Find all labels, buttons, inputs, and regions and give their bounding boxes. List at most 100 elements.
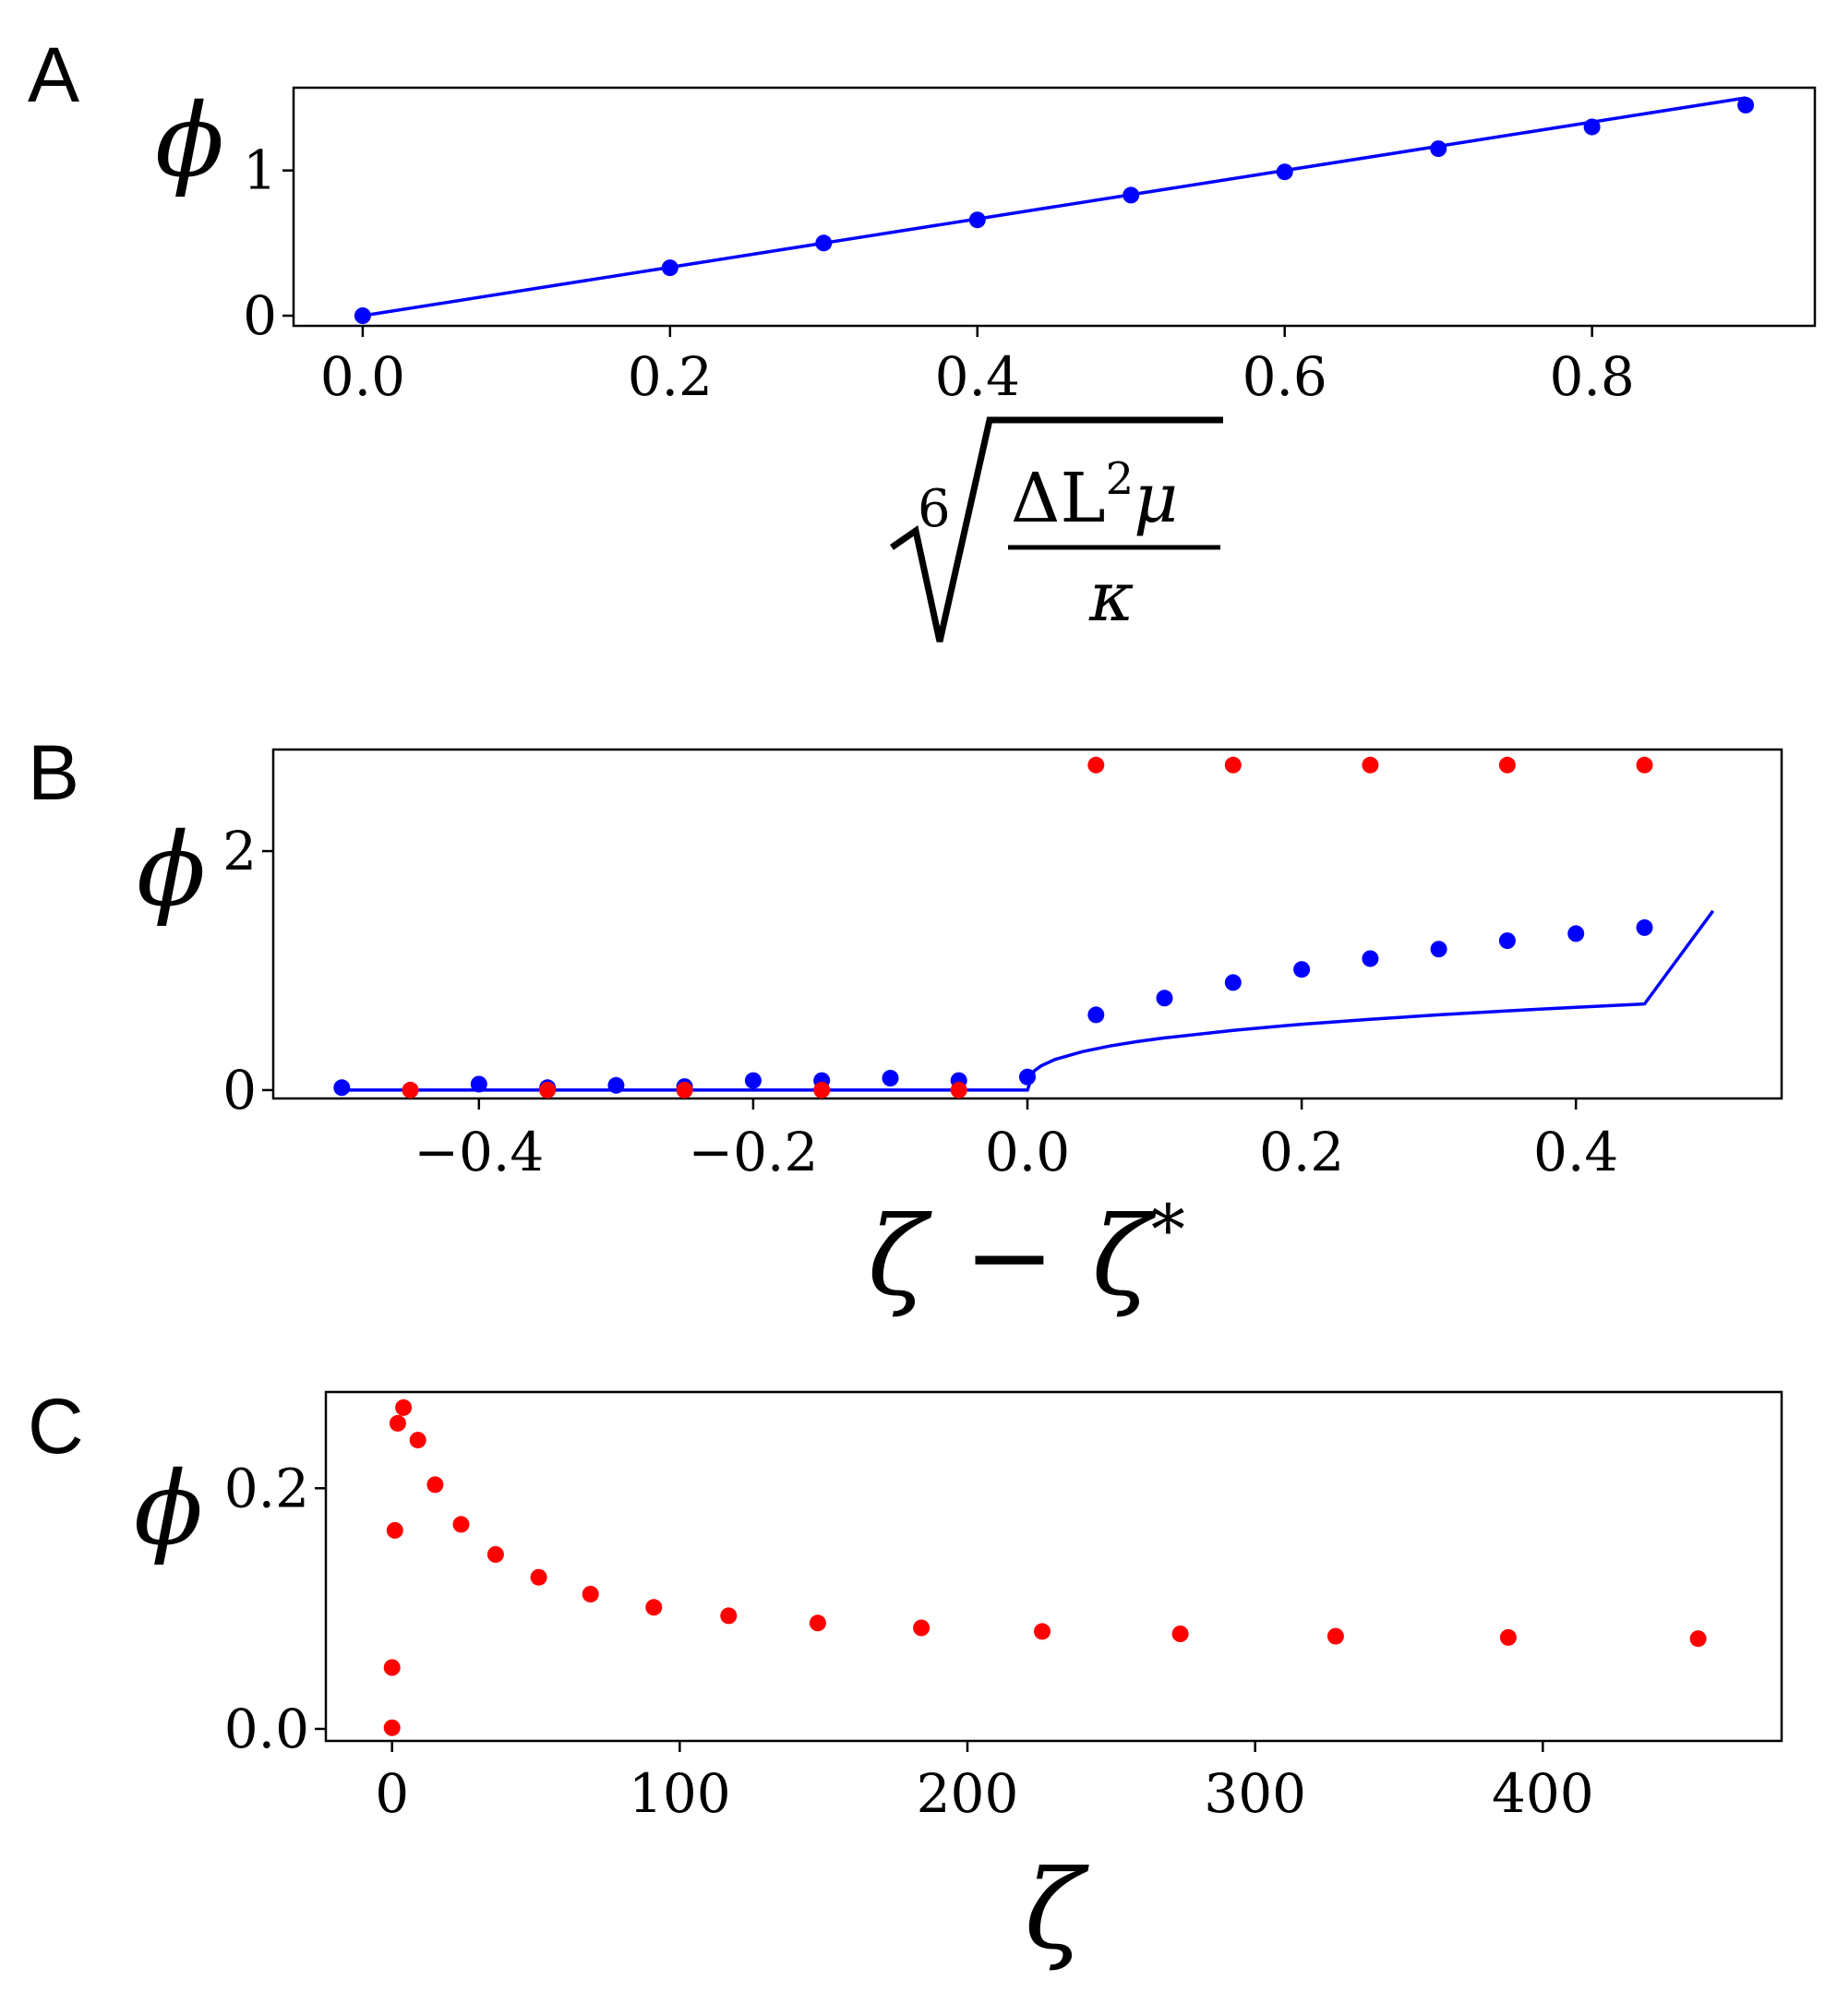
panel-c-data-point bbox=[582, 1586, 599, 1602]
panel-a-xlabel-denominator: κ bbox=[1088, 558, 1135, 637]
panel-b-data-point bbox=[1087, 756, 1105, 774]
panel-b-data-point bbox=[1362, 756, 1379, 774]
panel-b-xtick-label: 0.0 bbox=[985, 1121, 1070, 1183]
panel-b-ytick-label: 0 bbox=[222, 1059, 257, 1122]
panel-b-ticks: −0.4 −0.2 0.0 0.2 0.4 0 2 bbox=[222, 820, 1618, 1183]
panel-b-xlabel-op: − bbox=[964, 1193, 1055, 1320]
panel-b-data-point bbox=[744, 1072, 762, 1089]
panel-a-data-point bbox=[1276, 163, 1293, 181]
panel-a-data-point bbox=[1583, 118, 1601, 136]
panel-b-data-point bbox=[402, 1081, 419, 1098]
panel-b-data-point bbox=[1430, 941, 1447, 958]
panel-c-xlabel: ζ bbox=[1025, 1846, 1089, 1974]
panel-c-data-point bbox=[389, 1414, 406, 1432]
panel-b-data-point bbox=[1224, 756, 1242, 774]
panel-b-data-point bbox=[1156, 990, 1173, 1007]
panel-a-data-point bbox=[1123, 186, 1140, 204]
panel-a-ytick-label: 1 bbox=[243, 139, 277, 202]
panel-a-xtick-label: 0.4 bbox=[935, 345, 1020, 408]
panel-b-data-point bbox=[470, 1075, 487, 1093]
panel-letter-b: B bbox=[28, 729, 79, 816]
panel-b-data-point bbox=[1498, 932, 1516, 950]
panel-b-frame bbox=[271, 748, 1783, 1100]
panel-b-data-point bbox=[607, 1076, 625, 1094]
panel-c-data-point bbox=[913, 1619, 931, 1637]
panel-b-xlabel: ζ − ζ* bbox=[868, 1191, 1185, 1320]
panel-c-data-point bbox=[530, 1568, 547, 1586]
panel-b-data-point bbox=[813, 1081, 831, 1098]
panel-b-data-point bbox=[1636, 918, 1653, 936]
panel-b-ytick-label: 2 bbox=[222, 820, 257, 882]
panel-c-ytick-label: 0.0 bbox=[224, 1698, 309, 1760]
panel-b-xlabel-right: ζ bbox=[1092, 1193, 1157, 1320]
panel-a-series-line bbox=[362, 96, 1747, 318]
panel-b-data-point bbox=[1498, 756, 1516, 774]
panel-c: 0 100 200 300 400 0.0 0.2 ϕ ζ bbox=[134, 1390, 1783, 1974]
panel-b-data-point bbox=[882, 1070, 899, 1086]
panel-b-data-point bbox=[1019, 1068, 1036, 1086]
panel-b-data-point bbox=[539, 1081, 557, 1098]
panel-c-data-point bbox=[809, 1614, 826, 1632]
panel-a-xtick-label: 0.0 bbox=[320, 345, 405, 408]
panel-a-ticks: 0.0 0.2 0.4 0.6 0.8 0 1 bbox=[243, 139, 1635, 408]
panel-a-xlabel-numerator-sup: 2 bbox=[1106, 453, 1135, 505]
panel-b-data-point bbox=[950, 1081, 967, 1098]
panel-a-xlabel: 6 ΔL2μ κ bbox=[890, 416, 1223, 642]
panel-c-data-point bbox=[383, 1719, 401, 1736]
panel-c-xtick-label: 100 bbox=[629, 1762, 731, 1825]
panel-a-data-point bbox=[815, 234, 833, 252]
panel-b-data-point bbox=[1362, 950, 1379, 967]
panel-b-xtick-label: 0.2 bbox=[1259, 1121, 1344, 1183]
panel-a-points bbox=[354, 96, 1755, 324]
panel-a-data-point bbox=[354, 307, 371, 324]
panel-b-data-point bbox=[676, 1081, 693, 1098]
panel-a-data-point bbox=[1737, 96, 1755, 114]
panel-b-series-line bbox=[342, 909, 1715, 1092]
panel-c-data-point bbox=[1327, 1627, 1344, 1645]
panel-b: −0.4 −0.2 0.0 0.2 0.402 ϕ ζ − ζ* bbox=[137, 748, 1783, 1320]
panel-b-xtick-label: 0.4 bbox=[1533, 1121, 1618, 1183]
panel-letter-a: A bbox=[28, 31, 79, 118]
panel-a-xtick-label: 0.8 bbox=[1550, 345, 1635, 408]
panel-b-data-point bbox=[1293, 961, 1311, 978]
panel-a-xlabel-numerator-tail: μ bbox=[1134, 459, 1178, 538]
panel-c-data-point bbox=[1499, 1628, 1517, 1646]
panel-b-data-point bbox=[333, 1079, 351, 1097]
panel-c-data-point bbox=[1034, 1623, 1051, 1640]
panel-b-xlabel-left: ζ bbox=[868, 1193, 932, 1320]
panel-a-data-point bbox=[968, 211, 986, 229]
panel-c-ticks: 0 100 200 300 400 0.0 0.2 bbox=[224, 1457, 1594, 1825]
panel-b-xtick-label: −0.2 bbox=[688, 1121, 818, 1183]
panel-a: 0.0 0.2 0.4 0.6 0.8 0 1 ϕ 6 ΔL2μ κ bbox=[155, 81, 1817, 642]
panel-c-xtick-label: 300 bbox=[1204, 1762, 1306, 1825]
panel-c-data-point bbox=[1171, 1626, 1189, 1642]
panel-c-ylabel: ϕ bbox=[134, 1449, 203, 1567]
panel-a-xlabel-radical bbox=[890, 416, 1223, 642]
panel-c-xtick-label: 400 bbox=[1492, 1762, 1594, 1825]
panel-a-xtick-label: 0.6 bbox=[1243, 345, 1327, 408]
panel-a-ylabel: ϕ bbox=[155, 81, 224, 199]
panel-c-data-point bbox=[395, 1398, 413, 1416]
panel-a-xlabel-root-index: 6 bbox=[918, 479, 951, 539]
panel-c-data-point bbox=[452, 1516, 470, 1533]
panel-a-frame bbox=[292, 86, 1817, 328]
panel-c-data-point bbox=[426, 1476, 444, 1494]
panel-b-xlabel-sup: * bbox=[1151, 1191, 1185, 1270]
panel-a-xlabel-numerator: ΔL2μ bbox=[1011, 453, 1178, 538]
panel-c-data-point bbox=[645, 1599, 663, 1616]
panel-b-xtick-label: −0.4 bbox=[414, 1121, 544, 1183]
panel-a-xtick-label: 0.2 bbox=[628, 345, 713, 408]
panel-c-points bbox=[383, 1398, 1707, 1736]
panel-letter-c: C bbox=[28, 1383, 84, 1470]
panel-b-data-point bbox=[1567, 925, 1585, 942]
panel-c-xtick-label: 200 bbox=[917, 1762, 1019, 1825]
panel-b-points bbox=[333, 756, 1653, 1098]
panel-c-data-point bbox=[386, 1521, 403, 1539]
panel-b-data-point bbox=[1087, 1006, 1105, 1024]
panel-b-data-point bbox=[1224, 974, 1242, 991]
panel-c-data-point bbox=[720, 1607, 738, 1625]
panel-a-ytick-label: 0 bbox=[243, 284, 277, 347]
panel-c-data-point bbox=[486, 1546, 504, 1563]
panel-c-ytick-label: 0.2 bbox=[224, 1457, 309, 1519]
